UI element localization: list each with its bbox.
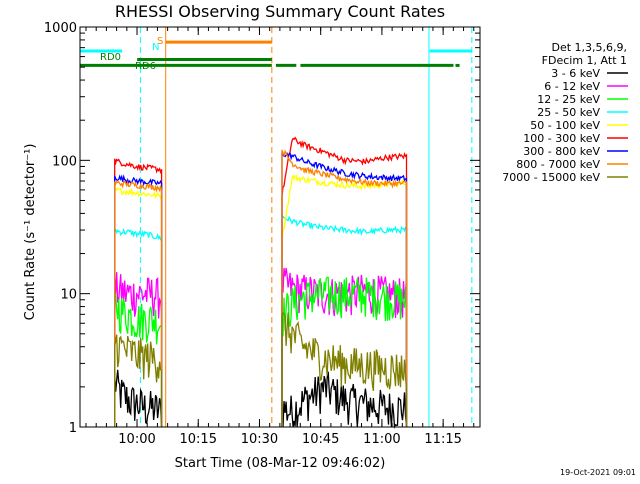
series-8-segment-0 [114,334,163,427]
y-tick-label-3: 1000 [44,21,77,36]
x-axis-label: Start Time (08-Mar-12 09:46:02) [175,456,386,471]
series-2-segment-0 [114,290,163,427]
series-0-segment-1 [281,371,408,430]
legend-label-7: 800 - 7000 keV [516,158,600,171]
legend-label-0: 3 - 6 keV [551,67,600,80]
x-tick-label-5: 11:15 [424,432,461,447]
chart-title: RHESSI Observing Summary Count Rates [115,2,445,21]
series-7-segment-1 [281,149,408,427]
x-tick-label-0: 10:00 [118,432,155,447]
state-label-RD6: RD6 [135,61,156,72]
legend-label-5: 100 - 300 keV [523,132,600,145]
legend-header-line-1: Det 1,3,5,6,9, [551,41,627,54]
series-4-segment-1 [281,173,408,427]
x-tick-label-1: 10:15 [180,432,217,447]
legend-label-1: 6 - 12 keV [544,80,600,93]
footer-date: 19-Oct-2021 09:01 [560,468,636,477]
series-0 [114,369,408,430]
series-2 [114,276,408,427]
y-tick-label-2: 100 [52,154,77,169]
series-7 [114,149,408,427]
series-6-segment-1 [281,151,408,427]
legend-label-2: 12 - 25 keV [537,93,600,106]
x-tick-label-2: 10:30 [241,432,278,447]
series-5-segment-0 [114,158,163,427]
legend-label-3: 25 - 50 keV [537,106,600,119]
series-6 [114,151,408,427]
legend-header-line-2: FDecim 1, Att 1 [542,54,627,67]
series-8-segment-1 [281,311,408,427]
series-2-segment-1 [281,276,408,427]
state-label-S: S [157,36,163,47]
series-5 [114,136,408,427]
x-tick-label-3: 10:45 [302,432,339,447]
y-tick-label-0: 1 [69,421,77,436]
legend-label-6: 300 - 800 keV [523,145,600,158]
legend-label-4: 50 - 100 keV [530,119,600,132]
y-tick-label-1: 10 [60,288,77,303]
series-7-segment-0 [114,179,163,427]
x-tick-label-4: 11:00 [363,432,400,447]
legend-label-8: 7000 - 15000 keV [502,171,600,184]
series-3-segment-0 [114,227,163,427]
state-label-RD0: RD0 [100,52,121,63]
series-6-segment-0 [114,174,163,427]
y-axis-label: Count Rate (s⁻¹ detector⁻¹) [23,144,38,321]
series-4-segment-0 [114,186,163,427]
state-label-N: N [152,42,159,53]
series-4 [114,173,408,427]
series-3-segment-1 [281,214,408,427]
series-0-segment-0 [114,369,163,428]
series-5-segment-1 [281,136,408,427]
series-8 [114,311,408,427]
series-3 [114,214,408,427]
